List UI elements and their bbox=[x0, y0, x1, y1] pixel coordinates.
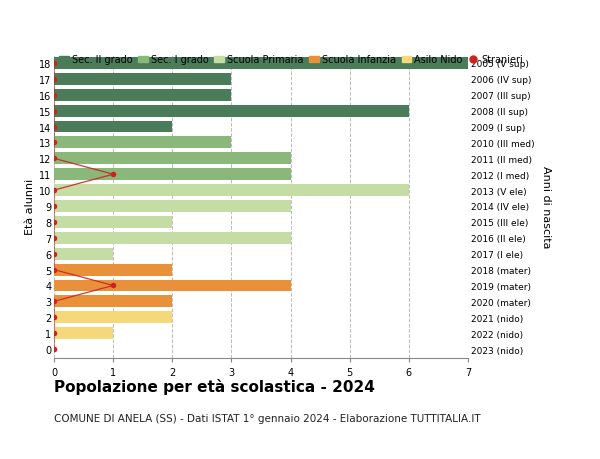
Bar bbox=[54, 137, 232, 149]
Bar bbox=[54, 296, 172, 308]
Bar bbox=[54, 185, 409, 196]
Legend: Sec. II grado, Sec. I grado, Scuola Primaria, Scuola Infanzia, Asilo Nido, Stran: Sec. II grado, Sec. I grado, Scuola Prim… bbox=[59, 56, 523, 65]
Bar bbox=[54, 106, 409, 118]
Bar bbox=[54, 153, 290, 165]
Bar bbox=[54, 201, 290, 213]
Bar bbox=[54, 58, 468, 70]
Text: Popolazione per età scolastica - 2024: Popolazione per età scolastica - 2024 bbox=[54, 379, 375, 395]
Bar bbox=[54, 327, 113, 339]
Y-axis label: Anni di nascita: Anni di nascita bbox=[541, 165, 551, 248]
Bar bbox=[54, 90, 232, 101]
Text: COMUNE DI ANELA (SS) - Dati ISTAT 1° gennaio 2024 - Elaborazione TUTTITALIA.IT: COMUNE DI ANELA (SS) - Dati ISTAT 1° gen… bbox=[54, 413, 481, 423]
Bar bbox=[54, 121, 172, 133]
Bar bbox=[54, 232, 290, 244]
Bar bbox=[54, 217, 172, 229]
Bar bbox=[54, 74, 232, 86]
Bar bbox=[54, 169, 290, 181]
Y-axis label: Età alunni: Età alunni bbox=[25, 179, 35, 235]
Bar bbox=[54, 264, 172, 276]
Bar bbox=[54, 312, 172, 324]
Bar bbox=[54, 280, 290, 292]
Bar bbox=[54, 248, 113, 260]
